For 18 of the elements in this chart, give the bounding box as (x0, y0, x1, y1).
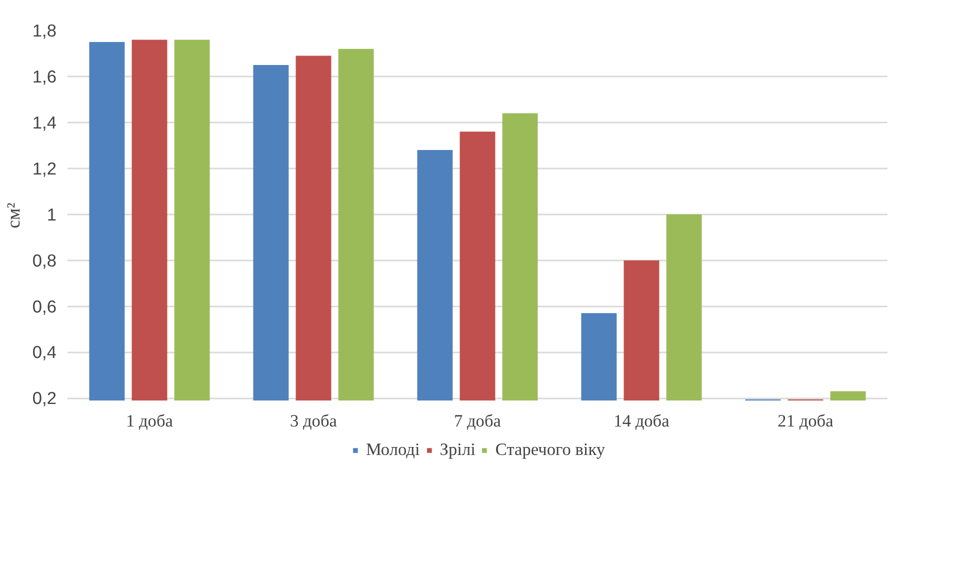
x-tick-label: 1 доба (126, 412, 174, 430)
x-tick-label: 7 доба (454, 412, 502, 430)
x-tick-label: 14 доба (614, 412, 670, 430)
y-tick-label: 1,4 (32, 112, 57, 132)
x-tick-label: 3 доба (290, 412, 338, 430)
y-tick-label: 1,6 (32, 66, 57, 86)
y-tick-label: 1,2 (32, 158, 57, 178)
legend-label: Старечого віку (495, 440, 606, 460)
y-axis-title: см² (3, 202, 24, 228)
legend-label: Молоді (366, 440, 420, 460)
y-tick-label: 0,8 (32, 250, 57, 270)
y-tick-label: 0,4 (32, 342, 57, 362)
y-tick-label: 1,8 (32, 20, 57, 40)
y-tick-label: 1 (46, 204, 57, 224)
y-tick-label: 0,6 (32, 296, 57, 316)
legend-label: Зрілі (440, 440, 476, 460)
y-tick-label: 0,2 (32, 388, 57, 408)
x-tick-label: 21 доба (778, 412, 834, 430)
